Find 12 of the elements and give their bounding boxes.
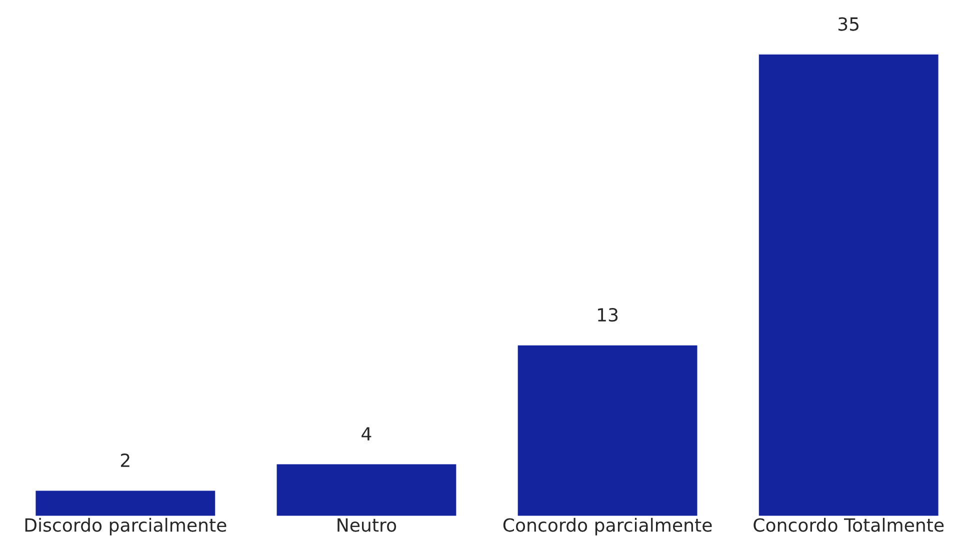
- x-tick-label: Concordo parcialmente: [503, 518, 712, 536]
- x-tick-label: Neutro: [338, 518, 396, 532]
- data-label: 4: [362, 427, 372, 440]
- data-label: 2: [120, 453, 130, 467]
- x-tick-label: Discordo parcialmente: [25, 518, 226, 536]
- x-tick-label: Concordo Totalmente: [754, 518, 944, 532]
- bar: [34, 489, 216, 516]
- bar: [516, 344, 699, 516]
- data-label: 13: [598, 308, 618, 322]
- bar: [275, 462, 458, 516]
- bar: [758, 54, 940, 516]
- data-label: 35: [838, 17, 859, 31]
